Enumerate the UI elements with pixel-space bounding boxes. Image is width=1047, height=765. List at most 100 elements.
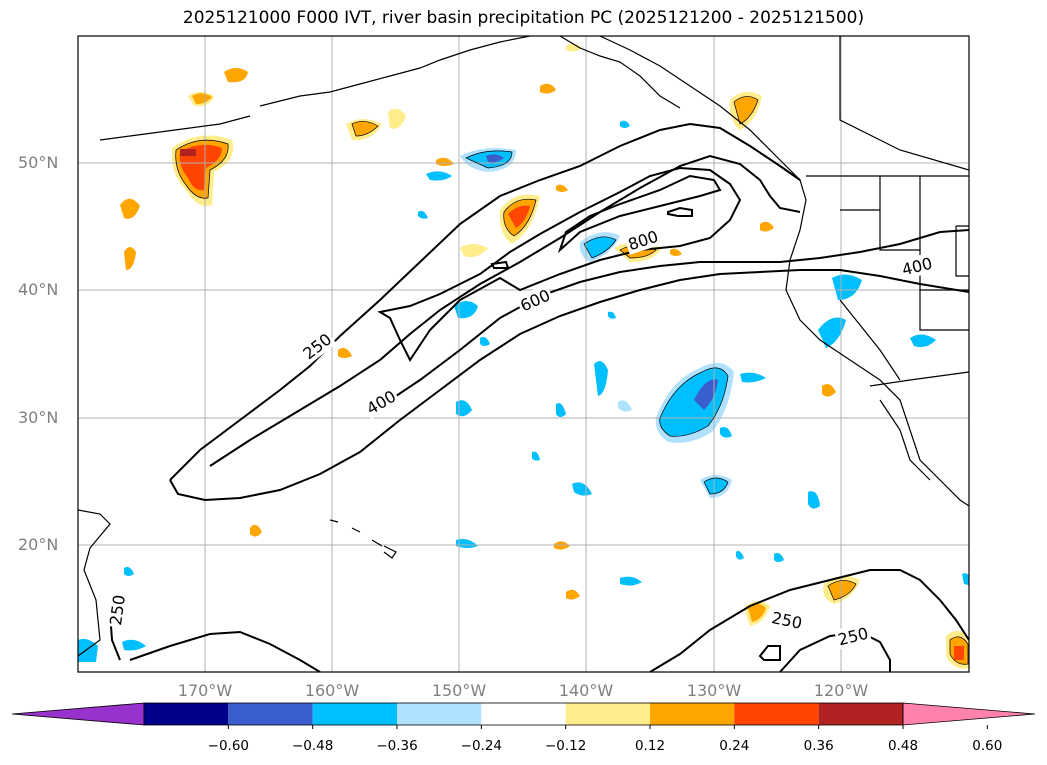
pc-patch-positive [436, 157, 454, 166]
pc-patch-negative [740, 372, 766, 383]
pc-patch-negative [736, 550, 744, 560]
colorbar-tick-label: −0.60 [207, 738, 250, 754]
ivt-contour-400 [209, 154, 801, 467]
pc-patch-positive [124, 247, 136, 270]
ivt-contour-small [490, 260, 510, 269]
graticule [78, 36, 969, 672]
alaska-panhandle-coast [599, 36, 969, 507]
pc-patch-positive [338, 348, 352, 358]
ivt-contour-400 [389, 229, 969, 401]
ivt-contour-250 [649, 569, 969, 672]
pc-patch-negative [774, 552, 784, 562]
lat-label-50n: 50°N [18, 153, 59, 172]
pc-patch-positive [460, 244, 488, 257]
pc-patch-positive [822, 384, 836, 397]
ivt-contour-800 [667, 206, 693, 217]
colorbar-segment [650, 703, 735, 725]
pc-patch-negative [618, 400, 632, 412]
colorbar-tick-label: 0.24 [719, 738, 750, 754]
colorbar-segment [144, 703, 229, 725]
colorbar-segment [734, 703, 819, 725]
pc-patch-negative [818, 317, 846, 348]
pc-patch-negative [832, 274, 862, 300]
colorbar-segment [397, 703, 482, 725]
colorbar-tick-label: 0.12 [634, 738, 666, 754]
pc-patch-negative [122, 639, 146, 651]
pc-patch-positive [192, 93, 212, 104]
map-plot-area [78, 36, 969, 672]
positive-precip-patches [120, 43, 969, 669]
colorbar-tick-label: −0.36 [376, 738, 418, 754]
lat-label-30n: 30°N [18, 408, 59, 427]
lon-label-140w: 140°W [558, 681, 614, 700]
coastlines [78, 36, 969, 657]
pc-patch-positive [388, 108, 406, 129]
pc-patch-negative [720, 427, 732, 438]
ivt-contour-600 [377, 166, 742, 362]
precip-patch-outlines [175, 96, 969, 665]
ivt-contour-250 [169, 122, 801, 481]
alaska-coast [259, 36, 531, 107]
colorbar-segment [818, 703, 903, 725]
pc-patch-negative [418, 210, 428, 219]
canada-province-border [839, 36, 969, 171]
pc-patch-positive [954, 646, 964, 660]
ivt-contour-800 [557, 174, 722, 254]
colorbar-segment [228, 703, 313, 725]
colorbar-extension-low [11, 702, 145, 726]
hawaii-islands [329, 519, 397, 559]
pc-patch-negative [532, 451, 540, 461]
pc-patch-negative [572, 482, 592, 496]
pc-patch-positive [734, 96, 758, 124]
pc-patch-positive [748, 604, 766, 622]
ivt-contour-label: 250 [106, 594, 129, 627]
aleutian-islands [99, 115, 251, 141]
ivt-contours [109, 122, 969, 672]
pc-patch-positive [828, 580, 856, 600]
pc-patch-negative [620, 576, 642, 586]
pc-patch-positive [180, 149, 196, 156]
pc-patch-positive [352, 121, 378, 136]
lon-label-170w: 170°W [177, 681, 233, 700]
colorbar-extension-high [902, 702, 1036, 726]
colorbar-outline [143, 702, 904, 726]
lon-label-130w: 130°W [686, 681, 742, 700]
pc-patch-positive [224, 68, 248, 83]
ivt-contour-250 [169, 269, 969, 502]
ivt-contour-250 [758, 645, 781, 661]
colorbar [11, 702, 1036, 729]
pc-patch-positive [670, 248, 682, 256]
colorbar-segment [565, 703, 650, 725]
pc-patch-positive [556, 184, 568, 192]
colorbar-tick-label: −0.12 [544, 738, 587, 754]
pc-patch-negative [620, 120, 630, 128]
pc-patch-negative [704, 478, 728, 494]
mexico-border [869, 371, 969, 387]
ivt-contour-labels: 250 400 600 800 400 250 250 250 [104, 225, 936, 650]
colorbar-tick-label: 0.60 [972, 738, 1003, 754]
pc-patch-positive [554, 541, 570, 550]
pc-patch-positive [179, 144, 222, 191]
colorbar-segment [312, 703, 397, 725]
pc-patch-negative [454, 301, 478, 319]
pc-patch-positive [760, 221, 774, 232]
colorbar-tick-label: −0.24 [460, 738, 503, 754]
pc-patch-positive [566, 589, 580, 600]
colorbar-tick-label: 0.48 [887, 738, 919, 754]
state-border [840, 209, 969, 291]
pc-patch-positive [566, 43, 582, 52]
pc-patch-negative [594, 361, 608, 396]
lat-label-20n: 20°N [18, 535, 59, 554]
ivt-contour-250 [129, 630, 321, 672]
pc-patch-negative [962, 573, 969, 586]
pc-patch-negative [480, 336, 490, 346]
pc-patch-negative [910, 334, 936, 348]
lon-label-120w: 120°W [813, 681, 869, 700]
state-border [839, 176, 969, 381]
pc-patch-negative [456, 400, 472, 417]
gulf-of-alaska-coast [559, 36, 681, 109]
lat-label-40n: 40°N [18, 280, 59, 299]
pc-patch-negative [694, 379, 718, 410]
state-border [955, 225, 969, 277]
